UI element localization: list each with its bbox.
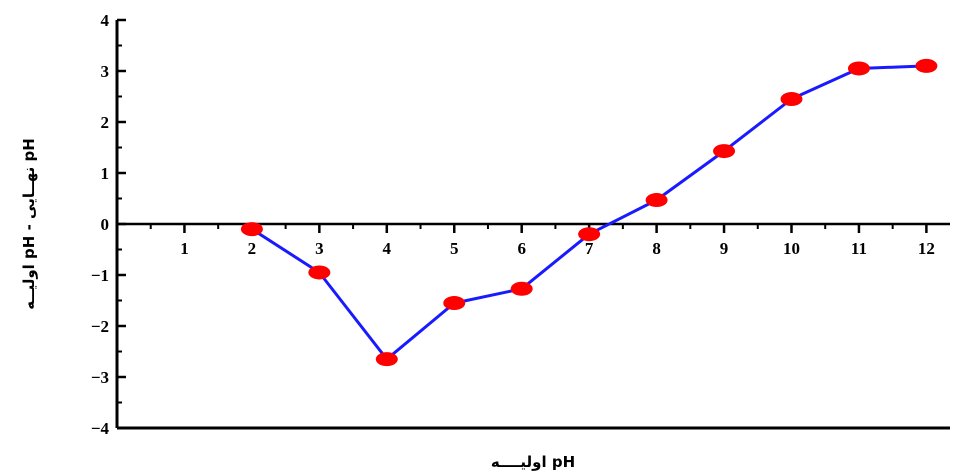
x-tick-label: 1 bbox=[180, 239, 189, 258]
y-tick-label: 4 bbox=[101, 11, 110, 30]
y-tick-label: 1 bbox=[101, 164, 110, 183]
x-axis-title: pH اولیــــه bbox=[491, 453, 575, 471]
x-tick-label: 9 bbox=[720, 239, 729, 258]
data-point bbox=[375, 352, 398, 367]
y-axis-title: pH نهــایی - pH اولیــه bbox=[20, 138, 38, 310]
x-tick-label: 2 bbox=[248, 239, 257, 258]
y-tick-label: −3 bbox=[91, 368, 109, 387]
y-tick-label: 0 bbox=[101, 215, 110, 234]
x-tick-label: 5 bbox=[450, 239, 459, 258]
x-tick-label: 12 bbox=[918, 239, 935, 258]
x-tick-label: 10 bbox=[783, 239, 800, 258]
y-tick-label: 3 bbox=[101, 62, 110, 81]
y-tick-label: 2 bbox=[101, 113, 110, 132]
y-tick-label: −4 bbox=[91, 419, 110, 438]
data-point bbox=[780, 92, 803, 107]
data-point bbox=[240, 222, 263, 237]
x-tick-label: 11 bbox=[851, 239, 867, 258]
data-series bbox=[240, 58, 938, 367]
x-tick-label: 7 bbox=[585, 239, 594, 258]
x-tick-label: 6 bbox=[517, 239, 526, 258]
x-tick-label: 3 bbox=[315, 239, 324, 258]
data-point bbox=[915, 58, 938, 73]
data-point bbox=[443, 296, 466, 311]
data-point bbox=[510, 281, 533, 296]
data-point bbox=[645, 193, 668, 208]
data-point bbox=[578, 227, 601, 242]
data-point bbox=[713, 144, 736, 159]
series-line bbox=[251, 64, 927, 361]
data-point bbox=[308, 265, 331, 280]
data-point bbox=[847, 61, 870, 76]
y-tick-label: −1 bbox=[91, 266, 109, 285]
x-tick-label: 4 bbox=[383, 239, 392, 258]
x-tick-label: 8 bbox=[652, 239, 661, 258]
y-tick-label: −2 bbox=[91, 317, 109, 336]
